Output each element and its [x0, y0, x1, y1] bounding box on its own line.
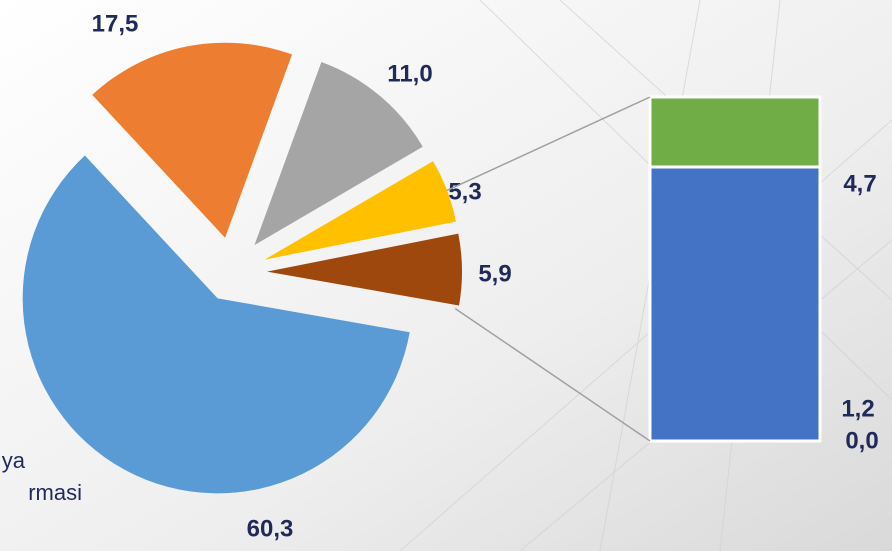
- annotation: ya: [2, 448, 26, 473]
- value-label: 17,5: [92, 10, 139, 37]
- pie-slice: [254, 61, 423, 246]
- value-label: 5,9: [478, 260, 511, 287]
- pie-slice: [266, 233, 462, 306]
- value-label: 11,0: [387, 60, 432, 87]
- pie-slice: [92, 42, 293, 238]
- connector: [446, 96, 651, 192]
- connector: [454, 307, 651, 442]
- pie-slice: [264, 161, 456, 260]
- bar-segment: [648, 165, 822, 443]
- value-label: 60,3: [247, 515, 294, 542]
- value-label: 0,0: [845, 427, 878, 454]
- value-label: 1,2: [841, 395, 874, 422]
- pie-slice: [22, 155, 410, 494]
- value-label: 4,7: [843, 170, 876, 197]
- annotation: rmasi: [28, 480, 82, 505]
- bar-segment: [648, 95, 822, 169]
